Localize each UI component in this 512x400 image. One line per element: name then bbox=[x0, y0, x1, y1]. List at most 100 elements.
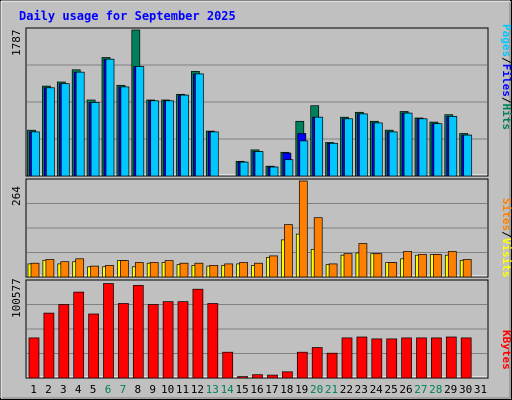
legend-bottom: KBytes bbox=[500, 330, 512, 370]
x-tick-label: 5 bbox=[90, 383, 97, 396]
bar-sites bbox=[134, 262, 144, 278]
bar-sites bbox=[60, 261, 70, 278]
bar-pages bbox=[195, 73, 204, 177]
legend-hits: Hits bbox=[500, 104, 512, 131]
bar-pages bbox=[373, 122, 383, 177]
bar-kbytes bbox=[386, 338, 398, 379]
bar-sites bbox=[418, 254, 427, 278]
x-tick-label: 19 bbox=[295, 383, 308, 396]
x-tick-label: 20 bbox=[310, 383, 323, 396]
x-tick-label: 25 bbox=[384, 383, 397, 396]
bar-kbytes bbox=[326, 352, 338, 379]
bar-sites bbox=[447, 251, 457, 278]
bar-sites bbox=[149, 262, 159, 278]
bar-kbytes bbox=[416, 337, 427, 379]
bar-pages bbox=[359, 113, 368, 177]
bar-sites bbox=[164, 260, 174, 278]
bar-kbytes bbox=[118, 303, 129, 379]
x-tick-label: 6 bbox=[105, 383, 112, 396]
x-tick-label: 22 bbox=[340, 383, 353, 396]
bar-pages bbox=[165, 100, 174, 177]
bar-kbytes bbox=[177, 301, 189, 379]
legend-visits: Visits bbox=[500, 238, 512, 278]
bar-sites bbox=[120, 260, 129, 278]
bar-pages bbox=[388, 131, 398, 177]
bar-pages bbox=[254, 151, 264, 177]
bar-kbytes bbox=[162, 301, 174, 379]
bar-pages bbox=[314, 116, 324, 177]
bar-kbytes bbox=[73, 291, 85, 379]
bar-sites bbox=[194, 262, 204, 278]
legend-sites: Sites bbox=[500, 198, 512, 231]
bar-kbytes bbox=[267, 374, 278, 379]
bar-kbytes bbox=[28, 337, 40, 379]
bar-kbytes bbox=[222, 351, 234, 379]
bar-kbytes bbox=[371, 338, 383, 379]
y-max-label-sites: 264 bbox=[10, 186, 23, 206]
x-tick-label: 13 bbox=[206, 383, 219, 396]
bar-pages bbox=[180, 94, 189, 177]
x-tick-label: 3 bbox=[60, 383, 67, 396]
bar-sites bbox=[433, 254, 442, 278]
bar-pages bbox=[448, 116, 458, 177]
legend-middle: Sites/Visits bbox=[500, 198, 512, 278]
bar-sites bbox=[403, 251, 412, 278]
x-tick-label: 16 bbox=[250, 383, 263, 396]
bar-pages bbox=[403, 112, 413, 177]
bar-pages bbox=[150, 100, 160, 177]
x-tick-label: 7 bbox=[120, 383, 127, 396]
bar-pages bbox=[135, 66, 145, 177]
bar-kbytes bbox=[43, 312, 55, 379]
bar-pages bbox=[463, 134, 473, 177]
chart-title: Daily usage for September 2025 bbox=[19, 9, 236, 23]
bar-sites bbox=[239, 262, 248, 278]
bar-kbytes bbox=[252, 374, 263, 379]
bar-pages bbox=[75, 71, 85, 177]
bar-sites bbox=[105, 265, 114, 278]
bar-sites bbox=[343, 253, 353, 278]
bar-sites bbox=[224, 263, 234, 278]
bar-sites bbox=[388, 262, 398, 278]
legend-files: Files bbox=[500, 64, 512, 97]
x-tick-label: 10 bbox=[161, 383, 174, 396]
x-tick-label: 15 bbox=[235, 383, 248, 396]
bar-pages bbox=[120, 86, 130, 177]
legend-sep-3: / bbox=[500, 231, 512, 238]
bar-pages bbox=[299, 140, 309, 177]
bar-sites bbox=[209, 265, 219, 278]
bar-kbytes bbox=[147, 304, 159, 379]
y-max-label-kbytes: 100577 bbox=[10, 278, 23, 318]
bar-kbytes bbox=[237, 376, 248, 379]
bar-sites bbox=[328, 263, 338, 278]
bar-pages bbox=[433, 123, 443, 177]
x-tick-label: 4 bbox=[75, 383, 82, 396]
x-tick-label: 31 bbox=[474, 383, 487, 396]
bar-kbytes bbox=[431, 337, 442, 379]
x-tick-label: 11 bbox=[176, 383, 189, 396]
legend-top: Pages/Files/Hits bbox=[500, 24, 512, 130]
x-tick-label: 30 bbox=[459, 383, 472, 396]
legend-sep-2: / bbox=[500, 97, 512, 104]
x-tick-label: 8 bbox=[134, 383, 141, 396]
x-tick-label: 12 bbox=[191, 383, 204, 396]
bar-sites bbox=[313, 217, 323, 278]
bar-kbytes bbox=[103, 283, 114, 379]
bar-kbytes bbox=[311, 347, 323, 379]
bar-kbytes bbox=[460, 337, 472, 379]
x-tick-label: 9 bbox=[149, 383, 156, 396]
bar-sites bbox=[75, 258, 85, 278]
bar-sites bbox=[269, 255, 278, 278]
bar-pages bbox=[239, 161, 249, 177]
kbytes-panel bbox=[25, 279, 489, 379]
x-axis-labels: 1 2 3 4 5 6 7 8 9 10 11 12 13 14 15 16 17 18 19 20 21 22 23 24 2… bbox=[30, 383, 487, 396]
bar-kbytes bbox=[58, 304, 70, 379]
bar-sites bbox=[45, 259, 55, 278]
bar-kbytes bbox=[282, 371, 293, 379]
y-max-label-hits: 1787 bbox=[10, 30, 23, 57]
bar-kbytes bbox=[445, 336, 457, 379]
sites-visits-panel bbox=[25, 178, 489, 278]
bar-sites bbox=[90, 265, 99, 278]
bar-sites bbox=[462, 259, 472, 278]
legend-sep-1: / bbox=[500, 57, 512, 64]
x-tick-label: 28 bbox=[429, 383, 442, 396]
